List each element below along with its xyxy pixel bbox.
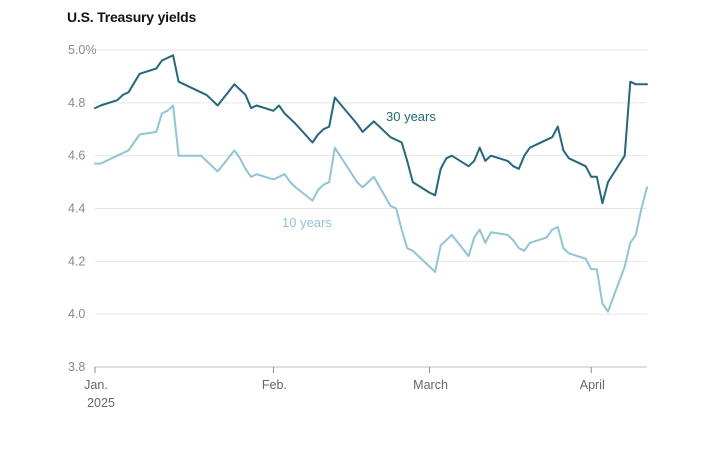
x-axis: Jan. 2025 Feb. March April [84, 367, 605, 410]
y-tick-label: 4.4 [68, 202, 85, 216]
chart-title: U.S. Treasury yields [67, 9, 197, 25]
y-tick-label: 4.2 [68, 254, 85, 268]
y-tick-label: 4.6 [68, 149, 85, 163]
series-line-10-years [94, 104, 648, 313]
series-line-30-years [94, 54, 648, 205]
series-label-30-years: 30 years [386, 109, 436, 124]
series-label-10-years: 10 years [282, 215, 332, 230]
series-labels: 30 years 10 years [282, 109, 436, 230]
x-tick-sublabel: 2025 [87, 396, 115, 410]
series-lines [94, 54, 648, 313]
gridlines [95, 49, 647, 368]
y-tick-label: 4.8 [68, 96, 85, 110]
x-tick-label: April [580, 378, 605, 392]
y-tick-label: 3.8 [68, 360, 85, 374]
x-tick-label: March [413, 378, 448, 392]
x-tick-label: Jan. [84, 378, 108, 392]
y-axis-tick-labels: 5.0% 4.8 4.6 4.4 4.2 4.0 3.8 [68, 43, 97, 374]
y-tick-label: 4.0 [68, 307, 85, 321]
y-tick-label: 5.0% [68, 43, 97, 57]
x-tick-label: Feb. [262, 378, 287, 392]
